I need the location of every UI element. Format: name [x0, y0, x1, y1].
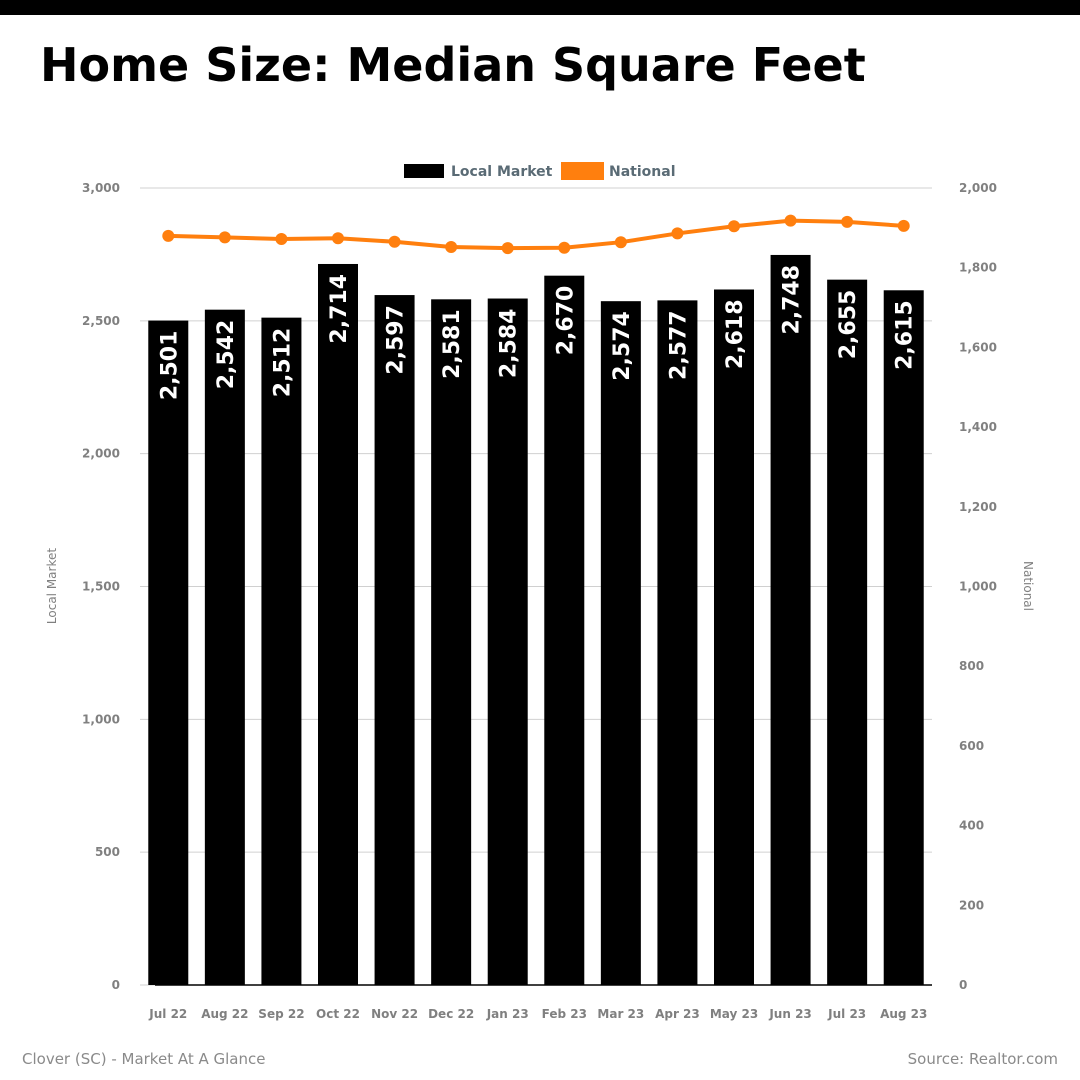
y-right-tick-label: 800: [959, 659, 984, 673]
bar: [318, 263, 358, 985]
national-point: [218, 231, 231, 244]
y-right-tick-label: 1,800: [959, 261, 997, 275]
x-tick-label: Jun 23: [768, 1007, 811, 1021]
y-right-tick-label: 600: [959, 739, 984, 753]
bar-value-label: 2,581: [440, 309, 465, 379]
y-right-tick-label: 2,000: [959, 181, 997, 195]
legend-label-national: National: [609, 164, 676, 180]
national-point: [501, 242, 514, 255]
national-point: [388, 235, 401, 248]
y-right-axis-title: National: [1021, 561, 1035, 611]
y-right-tick-label: 0: [959, 978, 967, 992]
y-right-tick-label: 1,400: [959, 420, 997, 434]
national-point: [332, 232, 344, 245]
bar: [714, 289, 754, 985]
bar: [374, 295, 415, 985]
x-tick-label: Aug 22: [201, 1007, 248, 1021]
bar-value-label: 2,512: [270, 328, 295, 398]
x-tick-label: Oct 22: [316, 1007, 360, 1021]
bar: [431, 299, 472, 985]
national-point: [558, 241, 571, 254]
top-bar: [0, 0, 1080, 15]
bar-value-label: 2,615: [893, 300, 918, 370]
bar: [600, 301, 641, 985]
chart-title: Home Size: Median Square Feet: [40, 38, 866, 92]
x-tick-label: Sep 22: [258, 1007, 304, 1021]
bar-value-label: 2,618: [723, 299, 748, 369]
footer-source: Source: Realtor.com: [907, 1050, 1058, 1068]
x-tick-label: Mar 23: [597, 1007, 644, 1021]
x-tick-label: Feb 23: [542, 1007, 587, 1021]
y-left-axis-title: Local Market: [45, 548, 59, 624]
national-point: [841, 215, 854, 228]
national-point: [671, 227, 684, 240]
bar: [148, 320, 189, 986]
x-tick-label: Dec 22: [428, 1007, 474, 1021]
bar-value-label: 2,670: [553, 286, 578, 356]
y-right-tick-label: 200: [959, 898, 984, 912]
bar: [261, 317, 302, 985]
x-tick-label: Jul 22: [148, 1007, 187, 1021]
y-left-tick-label: 2,000: [82, 447, 120, 461]
national-point: [275, 233, 288, 246]
legend-swatch-local: [404, 164, 444, 178]
x-tick-label: Nov 22: [371, 1007, 418, 1021]
national-point: [728, 220, 740, 233]
y-left-tick-label: 3,000: [82, 181, 120, 195]
y-right-tick-label: 1,200: [959, 500, 997, 514]
y-left-tick-label: 0: [112, 978, 120, 992]
bar-value-label: 2,748: [780, 265, 805, 335]
national-point: [162, 229, 175, 242]
y-right-tick-label: 400: [959, 819, 984, 833]
bar: [204, 309, 245, 986]
y-left-tick-label: 500: [95, 845, 120, 859]
bar: [544, 275, 585, 985]
bar-value-label: 2,542: [214, 320, 239, 390]
x-tick-label: Apr 23: [655, 1007, 700, 1021]
bar: [770, 254, 811, 985]
x-tick-label: Jan 23: [486, 1007, 529, 1021]
bar-value-label: 2,584: [497, 309, 522, 379]
y-left-tick-label: 1,000: [82, 712, 120, 726]
national-point: [784, 214, 797, 227]
y-left-tick-label: 1,500: [82, 580, 120, 594]
bar-value-label: 2,501: [157, 331, 182, 401]
x-tick-label: Aug 23: [880, 1007, 927, 1021]
bar-value-label: 2,574: [610, 311, 635, 381]
national-point: [614, 236, 627, 249]
x-tick-label: May 23: [710, 1007, 758, 1021]
national-point: [445, 240, 458, 253]
national-line: [166, 218, 906, 251]
bar-value-label: 2,655: [836, 290, 861, 360]
footer-market-label: Clover (SC) - Market At A Glance: [22, 1050, 266, 1068]
bar: [657, 300, 698, 985]
bar: [487, 298, 528, 985]
bar-value-label: 2,714: [327, 274, 352, 344]
y-left-tick-label: 2,500: [82, 314, 120, 328]
national-point: [897, 219, 910, 232]
x-tick-label: Jul 23: [827, 1007, 866, 1021]
legend-swatch-national: [561, 162, 604, 180]
y-right-tick-label: 1,000: [959, 580, 997, 594]
bar-value-label: 2,577: [666, 310, 691, 380]
bar: [883, 290, 924, 985]
bar-value-label: 2,597: [384, 305, 409, 375]
bar: [827, 279, 868, 985]
y-right-tick-label: 1,600: [959, 340, 997, 354]
legend-label-local: Local Market: [451, 164, 553, 180]
